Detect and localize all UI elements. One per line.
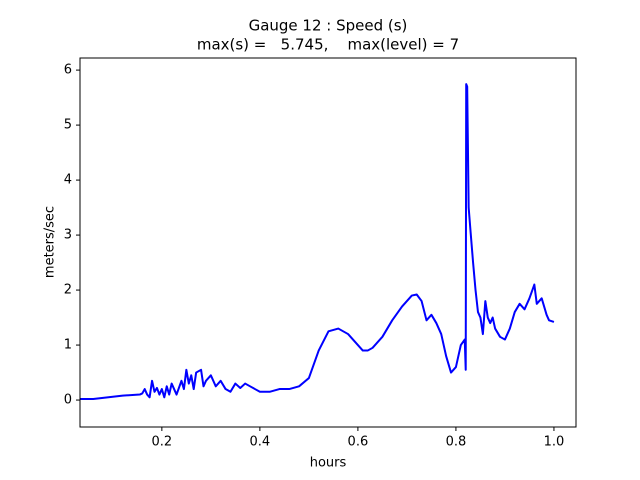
x-tick-label: 0.2 [152, 435, 173, 450]
y-axis-label: meters/sec [43, 206, 58, 278]
y-tick-label: 5 [64, 118, 72, 133]
plot-frame [79, 57, 577, 428]
y-tick-label: 4 [64, 173, 72, 188]
x-axis-label: hours [310, 456, 347, 471]
y-tick-label: 0 [64, 393, 72, 408]
x-tick-label: 0.6 [348, 435, 369, 450]
y-tick-label: 1 [64, 338, 72, 353]
data-line [80, 83, 555, 400]
x-tick-label: 0.8 [446, 435, 467, 450]
x-tick-label: 0.4 [250, 435, 271, 450]
y-tick-label: 3 [64, 228, 72, 243]
chart-title: Gauge 12 : Speed (s) [249, 17, 408, 35]
x-tick-label: 1.0 [544, 435, 565, 450]
y-tick-label: 6 [64, 63, 72, 78]
y-tick-label: 2 [64, 283, 72, 298]
chart-subtitle: max(s) = 5.745, max(level) = 7 [197, 36, 459, 54]
